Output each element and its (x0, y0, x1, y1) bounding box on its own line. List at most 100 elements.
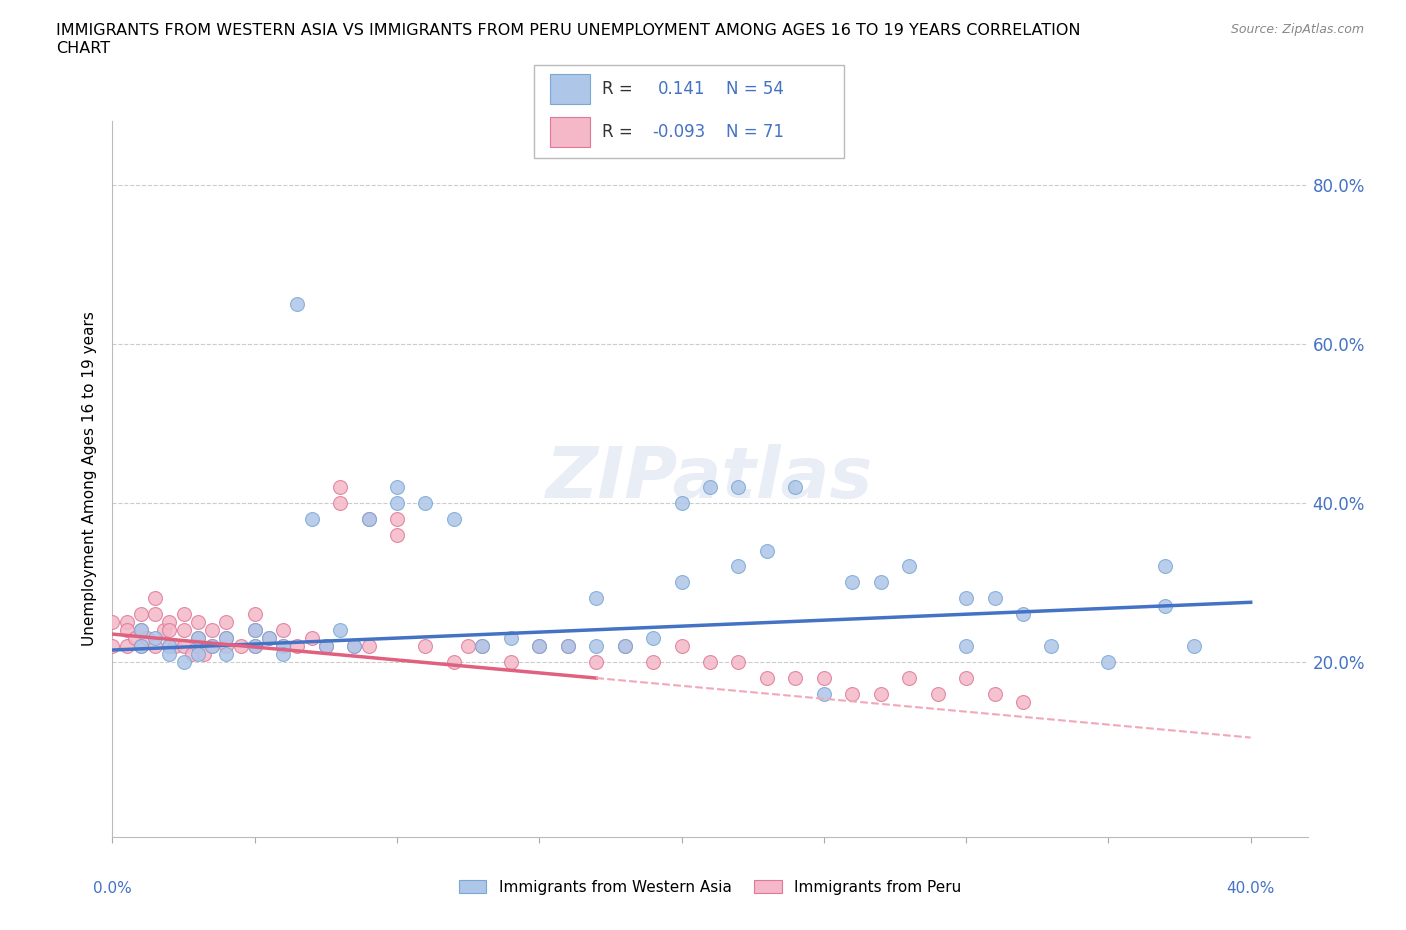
Point (215, 646, 238, 661)
Point (983, 686, 1005, 701)
Point (173, 606, 195, 621)
Point (898, 559, 921, 574)
Text: ZIPatlas: ZIPatlas (547, 445, 873, 513)
Point (643, 631, 665, 645)
Point (585, 655, 607, 670)
Point (287, 639, 309, 654)
Point (215, 639, 238, 654)
Point (243, 606, 266, 621)
Text: 0.0%: 0.0% (93, 881, 132, 896)
Point (557, 639, 579, 654)
Point (129, 639, 152, 654)
Point (499, 655, 522, 670)
Point (201, 639, 224, 654)
Point (1097, 655, 1119, 670)
Point (173, 623, 195, 638)
Point (898, 671, 921, 685)
Point (457, 639, 479, 654)
Point (529, 639, 551, 654)
Point (329, 496, 352, 511)
Point (671, 496, 693, 511)
Point (157, 615, 180, 630)
Text: -0.093: -0.093 (652, 123, 704, 141)
Point (755, 671, 778, 685)
Point (315, 639, 337, 654)
Point (671, 639, 693, 654)
Point (357, 639, 380, 654)
Point (271, 646, 294, 661)
Point (187, 631, 209, 645)
Point (143, 606, 166, 621)
FancyBboxPatch shape (534, 65, 844, 158)
Point (727, 559, 749, 574)
Point (257, 631, 280, 645)
Point (585, 639, 607, 654)
Point (129, 606, 152, 621)
Point (727, 655, 749, 670)
Point (813, 671, 835, 685)
Point (329, 623, 352, 638)
Point (201, 623, 224, 638)
Point (415, 639, 437, 654)
Text: IMMIGRANTS FROM WESTERN ASIA VS IMMIGRANTS FROM PERU UNEMPLOYMENT AMONG AGES 16 : IMMIGRANTS FROM WESTERN ASIA VS IMMIGRAN… (56, 23, 1081, 56)
Point (329, 480, 352, 495)
Text: Source: ZipAtlas.com: Source: ZipAtlas.com (1230, 23, 1364, 36)
Y-axis label: Unemployment Among Ages 16 to 19 years: Unemployment Among Ages 16 to 19 years (82, 312, 97, 646)
Point (187, 639, 209, 654)
Text: N = 71: N = 71 (725, 123, 785, 141)
Point (785, 671, 807, 685)
Point (755, 543, 778, 558)
Point (613, 639, 636, 654)
Point (215, 615, 238, 630)
Point (135, 631, 157, 645)
Point (643, 655, 665, 670)
Point (187, 646, 209, 661)
Point (143, 631, 166, 645)
Point (443, 655, 465, 670)
Point (152, 623, 174, 638)
Text: 0.141: 0.141 (658, 80, 706, 99)
Point (193, 646, 215, 661)
Point (187, 631, 209, 645)
Point (357, 512, 380, 526)
Point (357, 512, 380, 526)
Point (115, 623, 138, 638)
Text: R =: R = (602, 80, 633, 99)
Point (1154, 599, 1177, 614)
Point (955, 591, 977, 605)
Point (785, 480, 807, 495)
Point (287, 297, 309, 312)
Point (243, 639, 266, 654)
Point (201, 639, 224, 654)
Point (187, 615, 209, 630)
Point (115, 615, 138, 630)
Point (157, 639, 180, 654)
Text: N = 54: N = 54 (725, 80, 785, 99)
Point (165, 639, 187, 654)
Point (173, 639, 195, 654)
Point (129, 623, 152, 638)
Point (215, 631, 238, 645)
Point (557, 639, 579, 654)
Point (813, 686, 835, 701)
Point (385, 512, 408, 526)
Text: 40.0%: 40.0% (1226, 881, 1275, 896)
Point (157, 646, 180, 661)
Point (955, 671, 977, 685)
Point (315, 639, 337, 654)
Point (529, 639, 551, 654)
Point (243, 623, 266, 638)
Point (343, 639, 366, 654)
Point (115, 639, 138, 654)
Point (257, 631, 280, 645)
Text: R =: R = (602, 123, 633, 141)
Point (301, 631, 323, 645)
Point (869, 686, 891, 701)
Point (415, 496, 437, 511)
Point (841, 686, 863, 701)
Point (1012, 695, 1035, 710)
Point (927, 686, 949, 701)
Point (385, 527, 408, 542)
Point (671, 575, 693, 590)
Point (343, 639, 366, 654)
